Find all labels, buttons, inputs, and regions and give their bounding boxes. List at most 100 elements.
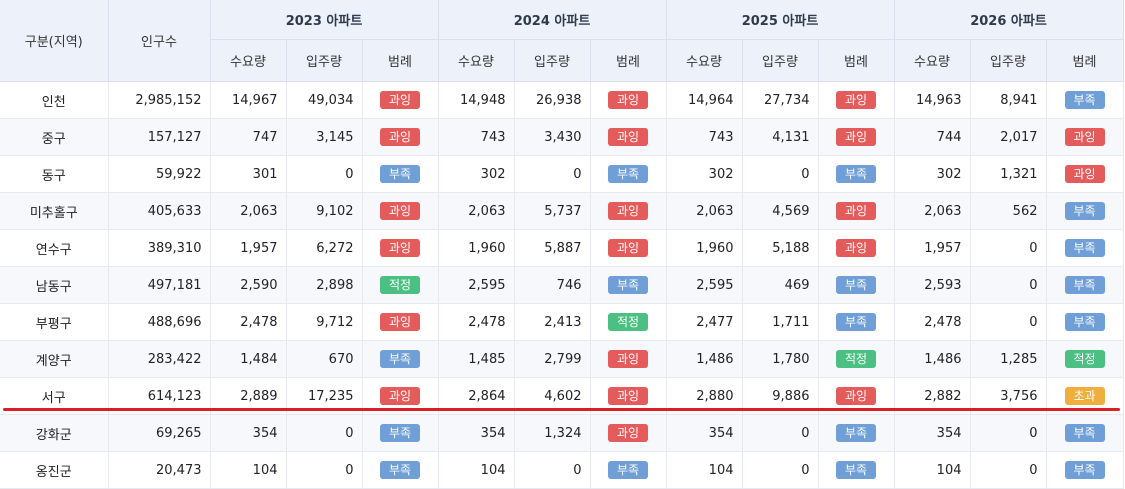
demand-cell: 743: [666, 118, 743, 156]
table-body: 인천 2,985,152 14,967 49,034 과잉 14,948 26,938 과잉 1…: [0, 81, 1124, 489]
legend-cell: 부족: [590, 451, 667, 489]
status-badge: 부족: [608, 276, 648, 294]
demand-cell: 14,948: [438, 81, 515, 119]
supply-cell: 1,711: [742, 303, 819, 341]
demand-cell: 104: [438, 451, 515, 489]
supply-cell: 562: [970, 192, 1047, 230]
demand-cell: 1,957: [210, 229, 287, 267]
legend-cell: 과잉: [590, 340, 667, 378]
demand-cell: 2,590: [210, 266, 287, 304]
supply-cell: 1,324: [514, 414, 591, 452]
legend-cell: 부족: [1046, 229, 1124, 267]
demand-cell: 2,063: [210, 192, 287, 230]
status-badge: 부족: [380, 165, 420, 183]
status-badge: 과잉: [608, 350, 648, 368]
status-badge: 초과: [1064, 387, 1105, 405]
status-badge: 부족: [1064, 276, 1105, 294]
supply-cell: 2,898: [286, 266, 363, 304]
status-badge: 과잉: [836, 128, 876, 146]
table-row: 계양구 283,422 1,484 670 부족 1,485 2,799 과잉 1,486 1,7…: [0, 340, 1124, 378]
status-badge: 부족: [1064, 313, 1105, 331]
demand-cell: 2,477: [666, 303, 743, 341]
status-badge: 과잉: [608, 128, 648, 146]
supply-cell: 9,102: [286, 192, 363, 230]
demand-cell: 104: [894, 451, 971, 489]
legend-cell: 과잉: [590, 118, 667, 156]
demand-cell: 2,063: [438, 192, 515, 230]
demand-cell: 2,595: [666, 266, 743, 304]
legend-cell: 부족: [362, 340, 439, 378]
demand-cell: 354: [894, 414, 971, 452]
legend-cell: 부족: [590, 266, 667, 304]
demand-cell: 1,486: [666, 340, 743, 378]
legend-cell: 적정: [1046, 340, 1124, 378]
legend-cell: 과잉: [818, 81, 895, 119]
status-badge: 과잉: [380, 313, 420, 331]
population-cell: 488,696: [108, 303, 211, 341]
supply-cell: 2,799: [514, 340, 591, 378]
demand-cell: 14,967: [210, 81, 287, 119]
legend-cell: 과잉: [818, 192, 895, 230]
population-cell: 157,127: [108, 118, 211, 156]
supply-header: 입주량: [742, 39, 819, 82]
demand-cell: 744: [894, 118, 971, 156]
region-cell: 미추홀구: [0, 192, 109, 230]
supply-cell: 3,430: [514, 118, 591, 156]
status-badge: 부족: [380, 424, 420, 442]
supply-cell: 0: [742, 155, 819, 193]
demand-cell: 301: [210, 155, 287, 193]
status-badge: 부족: [836, 313, 876, 331]
population-cell: 405,633: [108, 192, 211, 230]
supply-cell: 8,941: [970, 81, 1047, 119]
supply-cell: 49,034: [286, 81, 363, 119]
region-cell: 동구: [0, 155, 109, 193]
demand-cell: 302: [894, 155, 971, 193]
highlight-divider-line: [3, 408, 1120, 411]
supply-cell: 1,285: [970, 340, 1047, 378]
region-cell: 옹진군: [0, 451, 109, 489]
status-badge: 부족: [380, 350, 420, 368]
demand-cell: 104: [666, 451, 743, 489]
population-cell: 59,922: [108, 155, 211, 193]
supply-cell: 0: [970, 266, 1047, 304]
population-cell: 69,265: [108, 414, 211, 452]
status-badge: 부족: [836, 165, 876, 183]
status-badge: 과잉: [380, 387, 420, 405]
demand-header: 수요량: [666, 39, 743, 82]
status-badge: 부족: [1064, 91, 1105, 109]
status-badge: 적정: [1064, 350, 1105, 368]
supply-cell: 469: [742, 266, 819, 304]
status-badge: 과잉: [608, 424, 648, 442]
region-cell: 계양구: [0, 340, 109, 378]
legend-cell: 부족: [818, 303, 895, 341]
legend-header: 범례: [1046, 39, 1124, 82]
year-header-2025: 2025 아파트: [666, 0, 895, 40]
supply-cell: 670: [286, 340, 363, 378]
demand-cell: 354: [666, 414, 743, 452]
supply-cell: 3,145: [286, 118, 363, 156]
status-badge: 과잉: [836, 202, 876, 220]
status-badge: 과잉: [1064, 128, 1105, 146]
status-badge: 부족: [1064, 461, 1105, 479]
legend-cell: 부족: [818, 451, 895, 489]
legend-header: 범례: [818, 39, 895, 82]
status-badge: 과잉: [1064, 165, 1105, 183]
status-badge: 부족: [608, 165, 648, 183]
demand-cell: 302: [666, 155, 743, 193]
legend-cell: 과잉: [818, 229, 895, 267]
table-row: 강화군 69,265 354 0 부족 354 1,324 과잉 354 0 부족 354 0 부족: [0, 414, 1124, 452]
demand-header: 수요량: [210, 39, 287, 82]
demand-header: 수요량: [894, 39, 971, 82]
status-badge: 과잉: [380, 91, 420, 109]
supply-cell: 2,413: [514, 303, 591, 341]
legend-cell: 과잉: [590, 81, 667, 119]
demand-cell: 354: [438, 414, 515, 452]
region-header: 구분(지역): [0, 0, 109, 82]
demand-cell: 2,478: [210, 303, 287, 341]
supply-cell: 0: [742, 414, 819, 452]
demand-cell: 2,595: [438, 266, 515, 304]
region-cell: 인천: [0, 81, 109, 119]
supply-cell: 26,938: [514, 81, 591, 119]
supply-cell: 0: [970, 303, 1047, 341]
table-row: 부평구 488,696 2,478 9,712 과잉 2,478 2,413 적정 2,477 1…: [0, 303, 1124, 341]
